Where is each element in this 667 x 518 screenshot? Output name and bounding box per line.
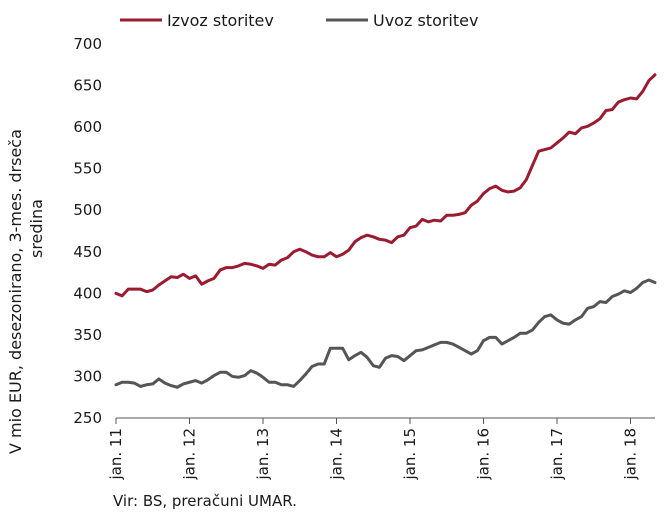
series-line-izvoz <box>114 73 657 298</box>
y-tick-label: 650 <box>73 77 102 95</box>
legend-label-izvoz: Izvoz storitev <box>167 11 274 30</box>
y-tick-label: 250 <box>73 409 102 427</box>
x-tick-label: jan. 17 <box>548 428 566 481</box>
x-tick-label: jan. 15 <box>401 428 419 481</box>
x-tick-label: jan. 13 <box>254 428 272 481</box>
series-line-uvoz <box>114 278 657 389</box>
y-tick-label: 500 <box>73 201 102 219</box>
y-tick-label: 400 <box>73 284 102 302</box>
series-lines <box>114 73 657 389</box>
y-axis-ticks: 250 300 350 400 450 500 550 600 650 700 <box>73 35 102 427</box>
legend: Izvoz storitev Uvoz storitev <box>120 11 478 30</box>
y-axis-label-line-2: sredina <box>27 199 46 258</box>
y-tick-label: 550 <box>73 160 102 178</box>
y-tick-label: 600 <box>73 118 102 136</box>
x-axis-ticks: jan. 11 jan. 12 jan. 13 jan. 14 jan. 15 jan. … <box>107 418 640 481</box>
y-tick-label: 300 <box>73 367 102 385</box>
x-tick-label: jan. 14 <box>328 428 346 481</box>
y-tick-label: 450 <box>73 243 102 261</box>
y-axis-label-line-1: V mio EUR, desezonirano, 3-mes. drseča <box>6 129 25 454</box>
x-tick-label: jan. 11 <box>107 428 125 481</box>
legend-label-uvoz: Uvoz storitev <box>373 11 478 30</box>
x-tick-label: jan. 12 <box>181 428 199 481</box>
y-tick-label: 350 <box>73 326 102 344</box>
source-note: Vir: BS, preračuni UMAR. <box>113 492 297 510</box>
y-tick-label: 700 <box>73 35 102 53</box>
x-tick-label: jan. 16 <box>475 428 493 481</box>
y-axis-label: V mio EUR, desezonirano, 3-mes. drseča s… <box>6 129 46 454</box>
x-tick-label: jan. 18 <box>622 428 640 481</box>
